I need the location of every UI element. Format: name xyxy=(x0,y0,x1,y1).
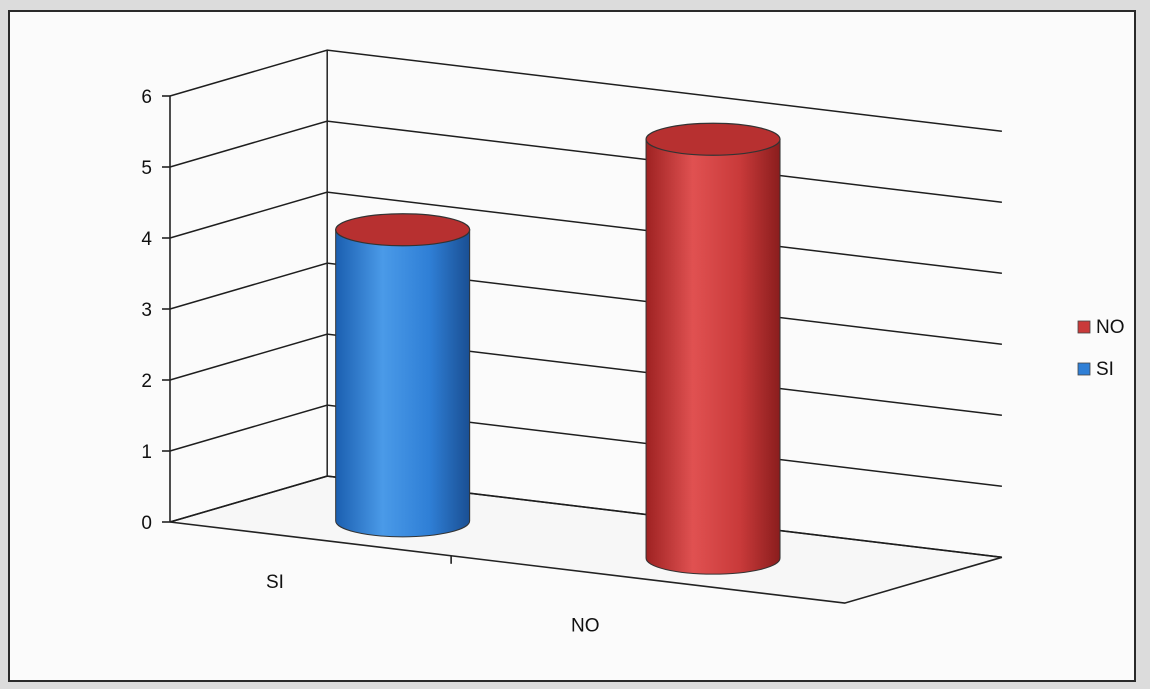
legend-swatch-si xyxy=(1077,362,1091,376)
legend: NO SI xyxy=(1077,317,1125,380)
x-axis-labels: SI NO xyxy=(266,572,600,636)
y-tick-label: 4 xyxy=(141,229,152,250)
bar-no xyxy=(645,122,781,575)
gridline xyxy=(169,191,1002,275)
gridline xyxy=(169,262,1002,346)
bar-body xyxy=(335,229,471,538)
x-category-label: SI xyxy=(266,572,284,593)
y-tick-label: 0 xyxy=(141,513,152,534)
chart-gridlines xyxy=(169,49,1002,559)
gridline xyxy=(169,333,1002,417)
gridline xyxy=(169,120,1002,204)
legend-swatch-no xyxy=(1077,320,1091,334)
bar-si xyxy=(335,213,471,538)
bar-top xyxy=(335,213,471,247)
gridline xyxy=(169,49,1002,133)
chart-bars xyxy=(335,122,781,575)
y-axis: 0 1 2 3 4 5 6 xyxy=(141,87,452,564)
y-tick-label: 5 xyxy=(141,158,152,179)
y-tick-label: 2 xyxy=(141,371,152,392)
legend-label-no: NO xyxy=(1096,317,1125,338)
chart: 0 1 2 3 4 5 6 SI NO NO SI xyxy=(141,49,1125,637)
floor-plane xyxy=(169,475,1003,604)
x-category-label: NO xyxy=(571,616,600,637)
gridline xyxy=(169,404,1002,488)
bar-body xyxy=(645,138,781,575)
chart-floor xyxy=(169,475,1003,604)
y-tick-label: 1 xyxy=(141,442,152,463)
y-tick-label: 3 xyxy=(141,300,152,321)
legend-label-si: SI xyxy=(1096,359,1114,380)
bar-top xyxy=(645,122,781,156)
chart-frame: 0 1 2 3 4 5 6 SI NO NO SI xyxy=(8,10,1136,682)
y-tick-label: 6 xyxy=(141,87,152,108)
